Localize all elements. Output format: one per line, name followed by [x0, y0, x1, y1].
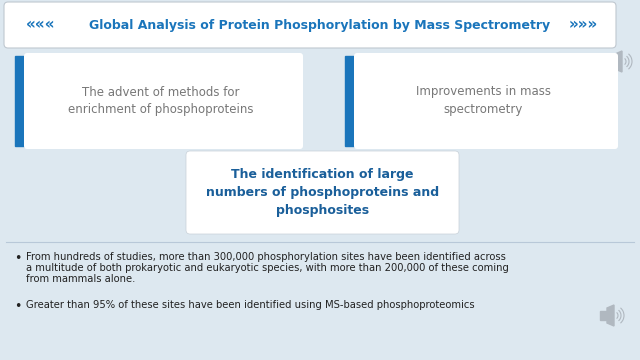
Text: •: •	[14, 300, 21, 313]
FancyBboxPatch shape	[4, 2, 616, 48]
Text: Greater than 95% of these sites have been identified using MS-based phosphoprote: Greater than 95% of these sites have bee…	[26, 300, 475, 310]
Text: »»»: »»»	[569, 18, 598, 32]
FancyBboxPatch shape	[354, 53, 618, 149]
Text: from mammals alone.: from mammals alone.	[26, 274, 136, 284]
Text: Global Analysis of Protein Phosphorylation by Mass Spectrometry: Global Analysis of Protein Phosphorylati…	[90, 18, 550, 31]
Text: The identification of large
numbers of phosphoproteins and
phosphosites: The identification of large numbers of p…	[206, 168, 439, 217]
FancyBboxPatch shape	[24, 53, 303, 149]
Bar	[608, 57, 615, 66]
Polygon shape	[607, 305, 614, 326]
Text: Improvements in mass
spectrometry: Improvements in mass spectrometry	[415, 85, 550, 117]
Text: The advent of methods for
enrichment of phosphoproteins: The advent of methods for enrichment of …	[68, 85, 253, 117]
Bar	[15, 56, 29, 146]
Text: From hundreds of studies, more than 300,000 phosphorylation sites have been iden: From hundreds of studies, more than 300,…	[26, 252, 506, 262]
Text: a multitude of both prokaryotic and eukaryotic species, with more than 200,000 o: a multitude of both prokaryotic and euka…	[26, 263, 509, 273]
FancyBboxPatch shape	[186, 151, 459, 234]
Bar	[600, 311, 607, 320]
Text: •: •	[14, 252, 21, 265]
Bar	[345, 56, 359, 146]
Text: «««: «««	[26, 18, 56, 32]
Polygon shape	[615, 51, 622, 72]
